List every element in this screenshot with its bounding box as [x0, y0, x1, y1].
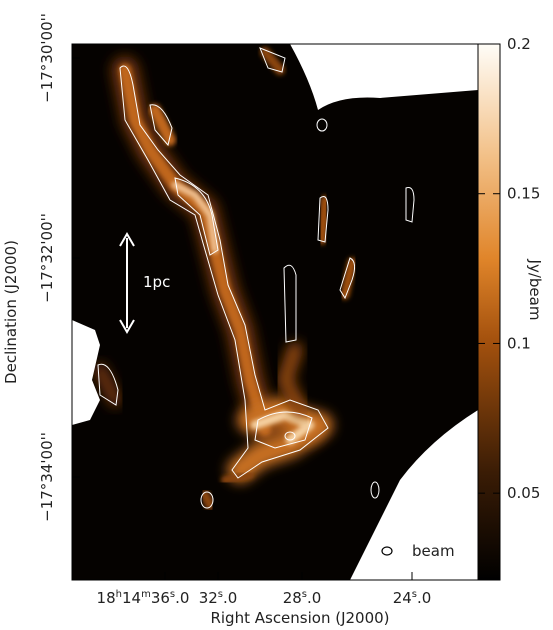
tick-part: 32	[199, 589, 218, 607]
x-tick-label: 32s.0	[199, 589, 238, 607]
scale-label: 1pc	[143, 273, 170, 291]
y-tick-label: −17°34'00''	[38, 432, 56, 522]
unit-superscript: h	[116, 589, 122, 600]
colorbar	[477, 43, 501, 581]
beam-label: beam	[412, 542, 455, 560]
tick-part: .0	[417, 589, 431, 607]
unit-superscript: s	[302, 589, 307, 600]
x-tick-label: 24s.0	[393, 589, 432, 607]
colorbar-tick-label: 0.2	[507, 35, 531, 53]
unit-superscript: s	[170, 589, 175, 600]
tick-part: .0	[223, 589, 237, 607]
tick-part: 36	[151, 589, 170, 607]
x-tick-label: 28s.0	[283, 589, 322, 607]
y-axis-label: Declination (J2000)	[2, 240, 20, 384]
unit-superscript: m	[141, 589, 151, 600]
unit-superscript: s	[218, 589, 223, 600]
tick-part: 24	[393, 589, 412, 607]
tick-part: .0	[175, 589, 189, 607]
tick-part: 14	[122, 589, 141, 607]
y-tick-label: −17°30'00''	[38, 13, 56, 103]
tick-part: 18	[97, 589, 116, 607]
colorbar-tick-label: 0.05	[507, 484, 540, 502]
unit-superscript: s	[412, 589, 417, 600]
tick-part: 28	[283, 589, 302, 607]
tick-part: .0	[307, 589, 321, 607]
x-tick-label: 18h14m36s.0	[97, 589, 190, 607]
colorbar-tick-label: 0.1	[507, 334, 531, 352]
colorbar-tick-label: 0.15	[507, 185, 540, 203]
colorbar-label: Jy/beam	[526, 259, 544, 321]
sky-image	[72, 44, 478, 580]
y-tick-label: −17°32'00''	[38, 213, 56, 303]
x-axis-label: Right Ascension (J2000)	[210, 609, 389, 627]
